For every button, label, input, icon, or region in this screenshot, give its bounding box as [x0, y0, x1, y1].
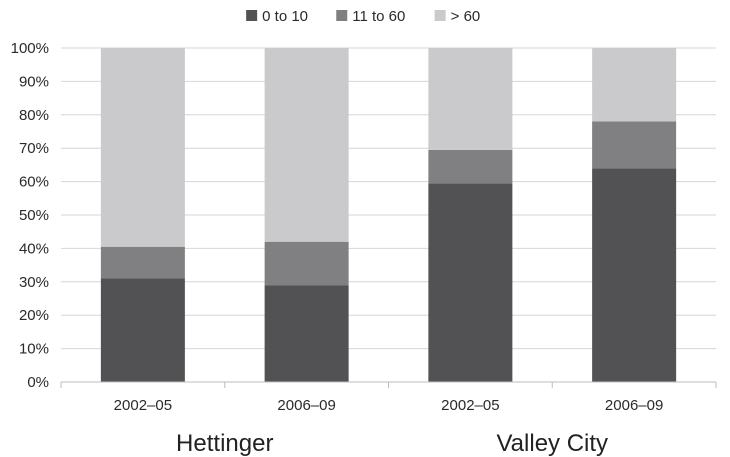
y-tick-label: 40% [19, 240, 49, 257]
bar-segment [428, 48, 512, 150]
x-axis [61, 382, 716, 388]
bar-segment [265, 285, 349, 382]
bar-segment [428, 150, 512, 183]
y-tick-label: 30% [19, 274, 49, 291]
x-tick-label: 2002–05 [441, 397, 499, 414]
y-tick-label: 90% [19, 73, 49, 90]
legend: 0 to 10 11 to 60 > 60 [246, 8, 480, 25]
y-tick-label: 70% [19, 140, 49, 157]
bar-segment [428, 183, 512, 382]
y-tick-label: 50% [19, 207, 49, 224]
x-tick-label: 2002–05 [114, 397, 172, 414]
legend-swatch [246, 10, 257, 21]
x-axis-ticks: 2002–05 2006–09 2002–05 2006–09 [114, 397, 664, 414]
y-tick-label: 0% [27, 374, 49, 391]
y-tick-label: 20% [19, 307, 49, 324]
y-axis-ticks: 0% 10% 20% 30% 40% 50% 60% 70% 80% 90% 100% [11, 40, 49, 391]
legend-label: 0 to 10 [262, 8, 308, 25]
bar-segment [101, 247, 185, 279]
bar-segment [101, 48, 185, 247]
group-labels: Hettinger Valley City [176, 430, 608, 457]
bar-segment [265, 48, 349, 242]
legend-label: 11 to 60 [352, 8, 405, 25]
y-tick-label: 10% [19, 341, 49, 358]
legend-swatch [435, 10, 446, 21]
y-tick-label: 100% [11, 40, 49, 57]
legend-label: > 60 [451, 8, 481, 25]
bar-segment [101, 278, 185, 382]
bar-segment [592, 121, 676, 168]
bar-segment [592, 48, 676, 121]
group-label: Hettinger [176, 430, 273, 457]
group-label: Valley City [496, 430, 608, 457]
legend-swatch [336, 10, 347, 21]
bar-segment [265, 242, 349, 285]
y-tick-label: 80% [19, 107, 49, 124]
bar-segment [592, 168, 676, 382]
y-tick-label: 60% [19, 174, 49, 191]
x-tick-label: 2006–09 [605, 397, 663, 414]
x-tick-label: 2006–09 [277, 397, 335, 414]
